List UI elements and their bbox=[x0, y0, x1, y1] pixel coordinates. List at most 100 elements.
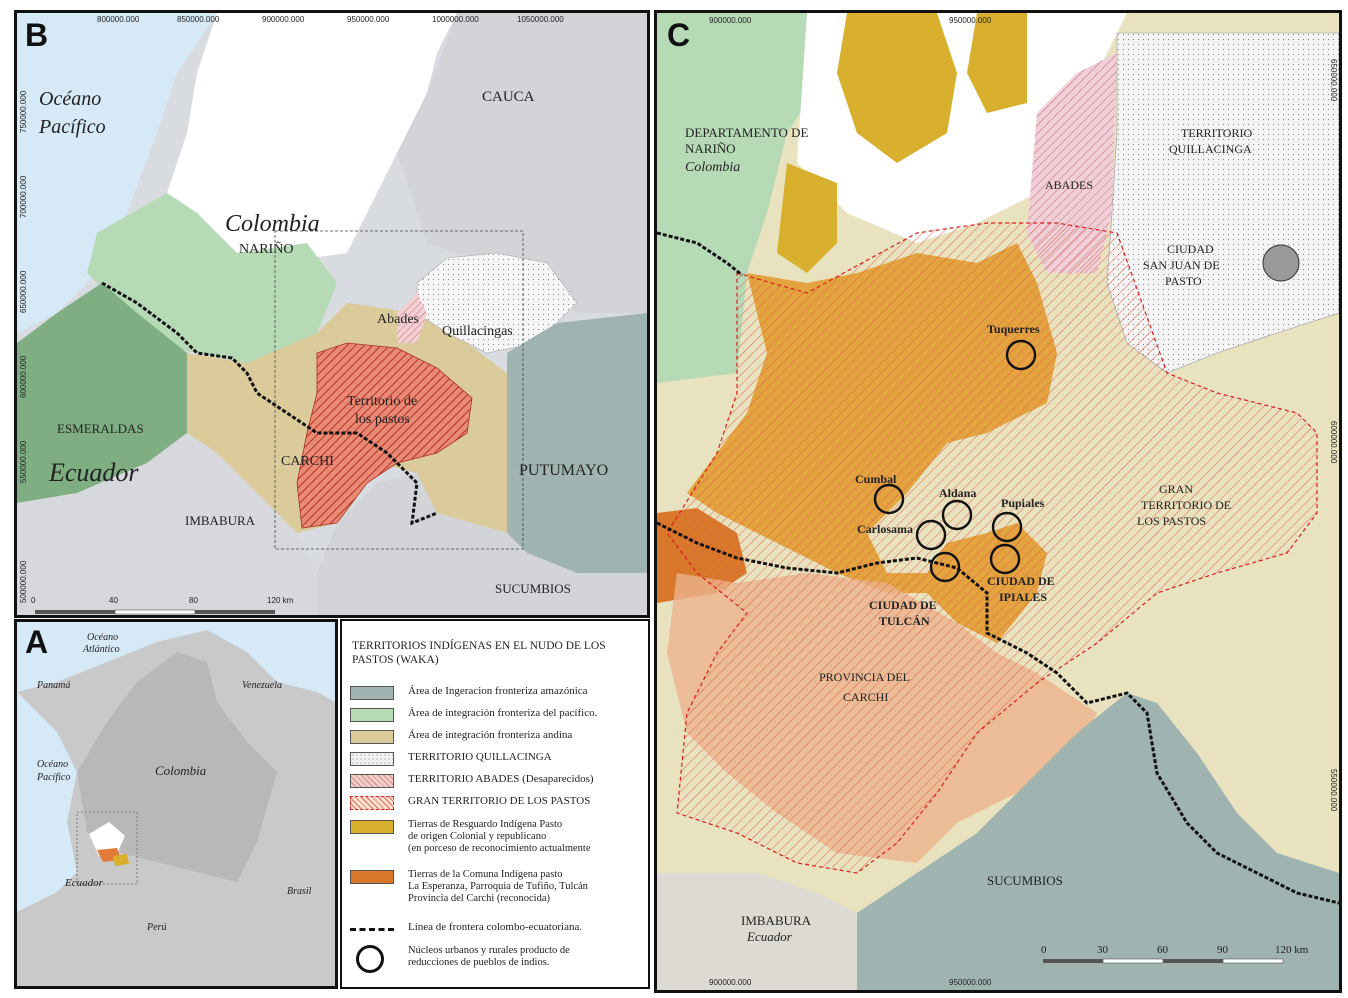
panel-letter-a: A bbox=[25, 624, 49, 660]
label-gran-3: LOS PASTOS bbox=[1137, 514, 1206, 528]
sucumbios-area bbox=[317, 473, 647, 615]
panel-c-detail-map: 900000.000 950000.000 900000.000 950000.… bbox=[654, 10, 1342, 993]
label-quillacinga-2: QUILLACINGA bbox=[1169, 142, 1252, 156]
label-venezuela: Venezuela bbox=[242, 680, 282, 691]
circle-icon bbox=[356, 945, 384, 973]
label-pasto-2: SAN JUAN DE bbox=[1143, 258, 1220, 272]
legend-label: Área de integración fronteriza andina bbox=[408, 729, 573, 741]
coord-c-y-2: 600000.000 bbox=[1329, 421, 1338, 464]
esmeraldas-area bbox=[17, 283, 187, 503]
abades-area bbox=[397, 293, 427, 343]
colombia-north-area bbox=[167, 13, 457, 263]
label-narino: NARIÑO bbox=[239, 241, 293, 257]
colombia-land bbox=[77, 652, 277, 882]
scale-bar-c: 0 30 60 90 120 km bbox=[1041, 944, 1309, 964]
legend-swatch bbox=[350, 708, 394, 722]
legend-panel: TERRITORIOS INDÍGENAS EN EL NUDO DE LOS … bbox=[340, 619, 650, 989]
label-putumayo: PUTUMAYO bbox=[519, 462, 608, 479]
panel-c-svg: 900000.000 950000.000 900000.000 950000.… bbox=[657, 13, 1339, 990]
label-tulcan-2: TULCÁN bbox=[879, 614, 930, 628]
label-oceano-atlantico-2: Atlántico bbox=[82, 644, 120, 655]
study-area-yellow bbox=[113, 854, 129, 866]
gran-territorio-area bbox=[666, 222, 1318, 874]
coord-c-bottom-1: 900000.000 bbox=[709, 978, 752, 987]
label-abades-c: ABADES bbox=[1045, 178, 1093, 192]
coord-y-3: 650000.000 bbox=[19, 270, 28, 313]
label-colombia-a: Colombia bbox=[155, 763, 207, 778]
label-panama: Panamá bbox=[36, 680, 70, 691]
coord-x-2: 850000.000 bbox=[177, 15, 220, 24]
cauca-area bbox=[397, 13, 647, 313]
label-oceano-pacifico-2: Pacífico bbox=[36, 772, 70, 783]
scale-c-90: 90 bbox=[1217, 944, 1229, 956]
label-ipiales-1: CIUDAD DE bbox=[987, 574, 1055, 588]
coord-y-4: 600000.000 bbox=[19, 355, 28, 398]
imbabura-area bbox=[17, 433, 317, 615]
label-ecuador: Ecuador bbox=[48, 458, 139, 487]
legend-label: Línea de frontera colombo-ecuatoriana. bbox=[408, 921, 583, 933]
legend-swatch bbox=[350, 820, 394, 834]
label-ecuador-a: Ecuador bbox=[64, 877, 104, 889]
scale-c-30: 30 bbox=[1097, 944, 1109, 956]
coord-y-5: 550000.000 bbox=[19, 440, 28, 483]
legend-row-amazonica: Área de Ingeracion fronteriza amazónica bbox=[350, 683, 648, 705]
circle-cumbal bbox=[873, 483, 905, 515]
scale-c-60: 60 bbox=[1157, 944, 1169, 956]
scale-b-40: 40 bbox=[109, 596, 118, 605]
coord-c-top-2: 950000.000 bbox=[949, 16, 992, 25]
label-cauca: CAUCA bbox=[482, 89, 535, 105]
zoom-extent-box bbox=[274, 230, 524, 550]
panel-letter-c: C bbox=[667, 17, 691, 53]
label-sucumbios-c: SUCUMBIOS bbox=[987, 873, 1063, 888]
ocean-label-1: Océano bbox=[39, 88, 101, 110]
legend-label: Tierras de Resguardo Indígena Pasto de o… bbox=[408, 819, 591, 854]
label-peru: Perú bbox=[146, 922, 166, 933]
sucumbios-area-c bbox=[857, 693, 1339, 990]
legend-row-gran-territorio: GRAN TERRITORIO DE LOS PASTOS bbox=[350, 793, 648, 815]
label-carchi-1: PROVINCIA DEL bbox=[819, 670, 910, 684]
circle-tulcan bbox=[929, 551, 961, 583]
circle-tuquerres bbox=[1005, 339, 1037, 371]
coord-y-1: 750000.000 bbox=[19, 90, 28, 133]
label-pasto-1: CIUDAD bbox=[1167, 242, 1214, 256]
coord-y-2: 700000.000 bbox=[19, 175, 28, 218]
circle-carlosama bbox=[915, 519, 947, 551]
label-gran-2: TERRITORIO DE bbox=[1141, 498, 1231, 512]
legend-swatch bbox=[350, 686, 394, 700]
label-aldana: Aldana bbox=[939, 486, 976, 500]
study-area-white bbox=[89, 822, 125, 856]
panel-a-locator-map: Océano Atlántico Panamá Venezuela Océano… bbox=[14, 619, 338, 989]
scale-b-80: 80 bbox=[189, 596, 198, 605]
label-tuquerres: Tuquerres bbox=[987, 322, 1040, 336]
legend-swatch bbox=[350, 796, 394, 810]
scale-c-0: 0 bbox=[1041, 944, 1047, 956]
legend-row-comuna: Tierras de la Comuna Indígena pasto La E… bbox=[350, 867, 648, 911]
legend-swatch-line bbox=[350, 928, 394, 931]
label-abades: Abades bbox=[377, 312, 419, 327]
label-departamento-2: NARIÑO bbox=[685, 141, 736, 156]
scale-bar-b: 0 40 80 120 km bbox=[31, 596, 294, 615]
legend-label: Tierras de la Comuna Indígena pasto La E… bbox=[408, 869, 588, 904]
legend-label: TERRITORIO ABADES (Desaparecidos) bbox=[408, 773, 594, 785]
legend-label: Núcleos urbanos y rurales producto de re… bbox=[408, 945, 570, 968]
legend-row-pacifico: Área de integración fronteriza del pacíf… bbox=[350, 705, 648, 727]
imbabura-area-c bbox=[657, 873, 857, 990]
legend-label: GRAN TERRITORIO DE LOS PASTOS bbox=[408, 795, 591, 807]
border-line-c-2 bbox=[657, 521, 1339, 905]
coord-c-top-1: 900000.000 bbox=[709, 16, 752, 25]
label-oceano-atlantico-1: Océano bbox=[87, 632, 118, 643]
label-imbabura-c: IMBABURA bbox=[741, 913, 812, 928]
label-carchi-2: CARCHI bbox=[843, 690, 888, 704]
scale-b-120: 120 km bbox=[267, 596, 294, 605]
narino-pacific-area bbox=[87, 193, 337, 363]
legend-label: Área de integración fronteriza del pacíf… bbox=[408, 707, 598, 719]
label-oceano-pacifico-1: Océano bbox=[37, 759, 68, 770]
label-territorio-2: los pastos bbox=[355, 412, 410, 427]
legend-row-andina: Área de integración fronteriza andina bbox=[350, 727, 648, 749]
border-line-c bbox=[657, 231, 743, 277]
label-imbabura: IMBABURA bbox=[185, 513, 256, 528]
panel-letter-b: B bbox=[25, 17, 49, 53]
pasto-city-shape bbox=[1262, 244, 1300, 282]
abades-area-c bbox=[1027, 53, 1117, 273]
resguardo-area-1 bbox=[837, 13, 957, 163]
